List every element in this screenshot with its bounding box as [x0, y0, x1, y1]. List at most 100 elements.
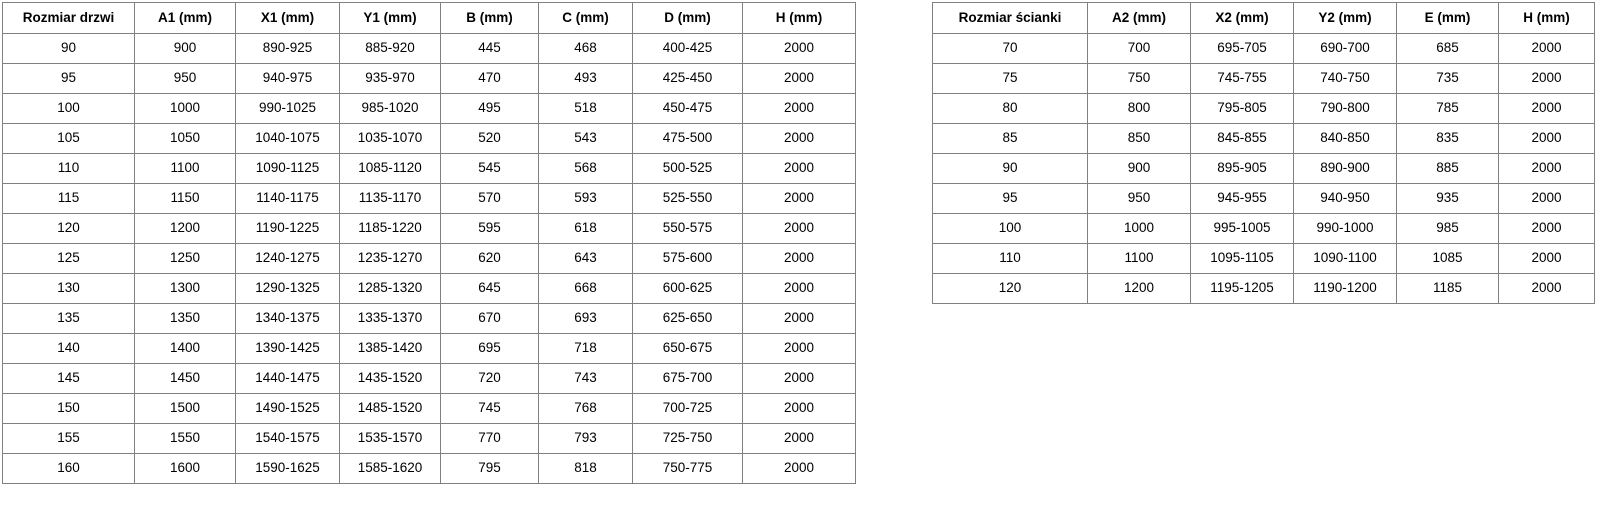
- doors-table-body: 90 900 890-925 885-920 445 468 400-425 2000 95 95…: [2, 33, 856, 484]
- table-cell: 1300: [134, 273, 236, 304]
- table-cell: 1340-1375: [235, 303, 340, 334]
- table-cell: 2000: [742, 453, 856, 484]
- table-cell: 1090-1125: [235, 153, 340, 184]
- table-cell: 445: [440, 33, 539, 64]
- walls-spec-table: Rozmiar ścianki A2 (mm) X2 (mm) Y2 (mm) E (m…: [932, 2, 1595, 304]
- table-cell: 2000: [742, 303, 856, 334]
- table-cell: 1540-1575: [235, 423, 340, 454]
- table-cell: 700-725: [632, 393, 743, 424]
- table-cell: 518: [538, 93, 633, 124]
- table-cell: 1350: [134, 303, 236, 334]
- column-header: Y1 (mm): [339, 2, 441, 34]
- table-cell: 2000: [742, 63, 856, 94]
- table-cell: 885: [1396, 153, 1499, 184]
- table-cell: 2000: [742, 153, 856, 184]
- walls-table-header: Rozmiar ścianki A2 (mm) X2 (mm) Y2 (mm) E (m…: [932, 2, 1595, 34]
- table-cell: 120: [2, 213, 135, 244]
- table-cell: 1335-1370: [339, 303, 441, 334]
- table-cell: 1490-1525: [235, 393, 340, 424]
- table-row: 115 1150 1140-1175 1135-1170 570 593 525-550 20…: [2, 183, 856, 214]
- table-cell: 1090-1100: [1293, 243, 1397, 274]
- table-cell: 520: [440, 123, 539, 154]
- table-row: 110 1100 1090-1125 1085-1120 545 568 500-525 20…: [2, 153, 856, 184]
- table-cell: 895-905: [1190, 153, 1294, 184]
- table-cell: 593: [538, 183, 633, 214]
- table-cell: 2000: [742, 423, 856, 454]
- table-cell: 135: [2, 303, 135, 334]
- table-cell: 885-920: [339, 33, 441, 64]
- table-cell: 850: [1087, 123, 1191, 154]
- table-cell: 90: [2, 33, 135, 64]
- table-cell: 1585-1620: [339, 453, 441, 484]
- table-cell: 1000: [134, 93, 236, 124]
- doors-table-header: Rozmiar drzwi A1 (mm) X1 (mm) Y1 (mm) B (mm)…: [2, 2, 856, 34]
- table-row: 120 1200 1190-1225 1185-1220 595 618 550-575 20…: [2, 213, 856, 244]
- table-row: 85 850 845-855 840-850 835 2000: [932, 123, 1595, 154]
- table-cell: 575-600: [632, 243, 743, 274]
- table-cell: 890-900: [1293, 153, 1397, 184]
- table-cell: 625-650: [632, 303, 743, 334]
- table-cell: 645: [440, 273, 539, 304]
- table-cell: 130: [2, 273, 135, 304]
- table-cell: 160: [2, 453, 135, 484]
- table-cell: 1250: [134, 243, 236, 274]
- table-cell: 995-1005: [1190, 213, 1294, 244]
- table-row: 95 950 940-975 935-970 470 493 425-450 2000: [2, 63, 856, 94]
- table-cell: 1200: [1087, 273, 1191, 304]
- table-cell: 1095-1105: [1190, 243, 1294, 274]
- table-cell: 1185-1220: [339, 213, 441, 244]
- table-cell: 750-775: [632, 453, 743, 484]
- table-cell: 570: [440, 183, 539, 214]
- table-cell: 900: [134, 33, 236, 64]
- table-cell: 795: [440, 453, 539, 484]
- table-row: 145 1450 1440-1475 1435-1520 720 743 675-700 20…: [2, 363, 856, 394]
- table-cell: 1400: [134, 333, 236, 364]
- column-header: X2 (mm): [1190, 2, 1294, 34]
- table-cell: 2000: [1498, 183, 1595, 214]
- table-cell: 695: [440, 333, 539, 364]
- table-cell: 790-800: [1293, 93, 1397, 124]
- table-cell: 2000: [742, 183, 856, 214]
- table-cell: 1385-1420: [339, 333, 441, 364]
- table-cell: 1285-1320: [339, 273, 441, 304]
- table-cell: 105: [2, 123, 135, 154]
- table-cell: 1500: [134, 393, 236, 424]
- table-cell: 745: [440, 393, 539, 424]
- table-cell: 2000: [1498, 93, 1595, 124]
- table-cell: 745-755: [1190, 63, 1294, 94]
- table-cell: 618: [538, 213, 633, 244]
- table-cell: 1200: [134, 213, 236, 244]
- table-cell: 670: [440, 303, 539, 334]
- table-cell: 695-705: [1190, 33, 1294, 64]
- table-cell: 2000: [742, 243, 856, 274]
- walls-header-row: Rozmiar ścianki A2 (mm) X2 (mm) Y2 (mm) E (m…: [932, 2, 1595, 34]
- table-cell: 1240-1275: [235, 243, 340, 274]
- table-cell: 720: [440, 363, 539, 394]
- table-cell: 75: [932, 63, 1088, 94]
- column-header: H (mm): [1498, 2, 1595, 34]
- table-cell: 845-855: [1190, 123, 1294, 154]
- table-cell: 1590-1625: [235, 453, 340, 484]
- table-cell: 2000: [742, 93, 856, 124]
- column-header: C (mm): [538, 2, 633, 34]
- walls-table-body: 70 700 695-705 690-700 685 2000 75 750 745-755 74…: [932, 33, 1595, 304]
- table-cell: 470: [440, 63, 539, 94]
- table-cell: 2000: [742, 33, 856, 64]
- table-cell: 2000: [742, 363, 856, 394]
- table-cell: 740-750: [1293, 63, 1397, 94]
- table-cell: 468: [538, 33, 633, 64]
- table-row: 125 1250 1240-1275 1235-1270 620 643 575-600 20…: [2, 243, 856, 274]
- table-cell: 1100: [1087, 243, 1191, 274]
- table-cell: 95: [932, 183, 1088, 214]
- table-cell: 945-955: [1190, 183, 1294, 214]
- table-cell: 675-700: [632, 363, 743, 394]
- table-cell: 1290-1325: [235, 273, 340, 304]
- table-cell: 2000: [742, 123, 856, 154]
- table-cell: 1550: [134, 423, 236, 454]
- table-row: 135 1350 1340-1375 1335-1370 670 693 625-650 20…: [2, 303, 856, 334]
- column-header: B (mm): [440, 2, 539, 34]
- table-row: 90 900 890-925 885-920 445 468 400-425 2000: [2, 33, 856, 64]
- table-cell: 950: [1087, 183, 1191, 214]
- table-cell: 1085-1120: [339, 153, 441, 184]
